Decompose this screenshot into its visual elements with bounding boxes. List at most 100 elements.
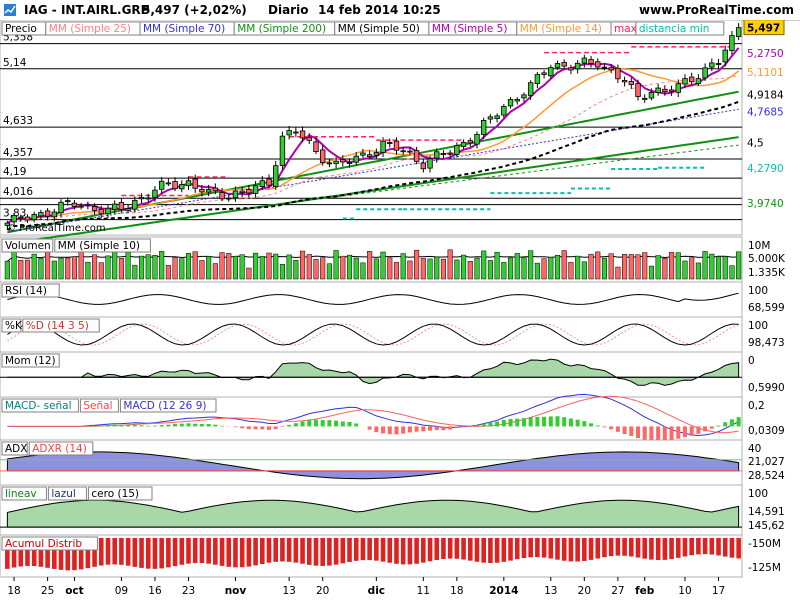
- candle[interactable]: [192, 178, 198, 189]
- candle[interactable]: [199, 189, 205, 193]
- volume-bar[interactable]: [31, 253, 37, 280]
- candle[interactable]: [635, 83, 641, 97]
- candle[interactable]: [393, 140, 400, 151]
- volume-bar[interactable]: [682, 260, 688, 280]
- candle[interactable]: [266, 178, 272, 186]
- candle[interactable]: [480, 120, 487, 135]
- candle[interactable]: [185, 180, 192, 187]
- volume-bar[interactable]: [239, 254, 245, 280]
- candle[interactable]: [554, 63, 561, 68]
- volume-bar[interactable]: [662, 258, 668, 280]
- candle[interactable]: [346, 162, 353, 164]
- volume-bar[interactable]: [98, 262, 104, 280]
- volume-bar[interactable]: [461, 254, 467, 280]
- volume-bar[interactable]: [45, 249, 51, 280]
- volume-bar[interactable]: [434, 256, 440, 280]
- candle[interactable]: [715, 62, 722, 65]
- volume-bar[interactable]: [273, 253, 279, 280]
- candle[interactable]: [568, 67, 574, 71]
- volume-bar[interactable]: [253, 252, 259, 280]
- volume-bar[interactable]: [588, 253, 594, 280]
- volume-bar[interactable]: [548, 256, 554, 280]
- volume-bar[interactable]: [232, 255, 239, 280]
- candle[interactable]: [306, 137, 312, 141]
- candle[interactable]: [400, 150, 406, 153]
- candle[interactable]: [695, 78, 702, 84]
- volume-bar[interactable]: [568, 262, 574, 280]
- candle[interactable]: [702, 67, 708, 79]
- volume-bar[interactable]: [293, 259, 299, 280]
- candle[interactable]: [574, 62, 581, 70]
- candle[interactable]: [501, 106, 507, 116]
- candle[interactable]: [440, 153, 447, 155]
- volume-bar[interactable]: [736, 251, 742, 280]
- volume-bar[interactable]: [722, 256, 728, 280]
- candle[interactable]: [232, 190, 239, 199]
- candle[interactable]: [105, 207, 111, 215]
- volume-bar[interactable]: [534, 262, 540, 280]
- candle[interactable]: [434, 151, 440, 159]
- candle[interactable]: [31, 214, 37, 221]
- candle[interactable]: [286, 130, 292, 136]
- volume-bar[interactable]: [300, 250, 306, 280]
- volume-bar[interactable]: [702, 251, 708, 280]
- candle[interactable]: [333, 160, 339, 164]
- candle[interactable]: [172, 181, 178, 190]
- volume-bar[interactable]: [380, 251, 386, 280]
- candle[interactable]: [628, 81, 634, 85]
- candle[interactable]: [420, 162, 427, 170]
- candle[interactable]: [319, 149, 326, 163]
- volume-bar[interactable]: [420, 258, 426, 280]
- volume-bar[interactable]: [514, 253, 520, 280]
- volume-bar[interactable]: [326, 263, 332, 280]
- volume-bar[interactable]: [474, 257, 480, 280]
- candle[interactable]: [246, 189, 252, 194]
- candle[interactable]: [407, 150, 413, 153]
- candle[interactable]: [682, 78, 688, 85]
- candle[interactable]: [467, 140, 473, 144]
- candle[interactable]: [299, 130, 306, 139]
- candle[interactable]: [662, 88, 668, 93]
- stoch-panel[interactable]: [0, 316, 743, 353]
- candle[interactable]: [112, 203, 118, 211]
- candle[interactable]: [259, 180, 265, 188]
- volume-bar[interactable]: [279, 264, 285, 280]
- candle[interactable]: [373, 152, 380, 156]
- volume-bar[interactable]: [642, 252, 648, 280]
- volume-bar[interactable]: [507, 257, 514, 280]
- volume-bar[interactable]: [501, 262, 507, 280]
- candle[interactable]: [366, 154, 373, 157]
- candle[interactable]: [152, 189, 158, 198]
- candle[interactable]: [548, 67, 554, 77]
- candle[interactable]: [340, 159, 346, 163]
- volume-bar[interactable]: [219, 252, 225, 280]
- candle[interactable]: [65, 200, 71, 203]
- volume-bar[interactable]: [159, 251, 165, 280]
- candle[interactable]: [226, 197, 232, 200]
- candle[interactable]: [98, 208, 104, 215]
- volume-bar[interactable]: [407, 260, 413, 280]
- volume-bar[interactable]: [440, 258, 446, 280]
- volume-bar[interactable]: [575, 255, 581, 280]
- candle[interactable]: [688, 76, 695, 83]
- volume-bar[interactable]: [4, 260, 10, 280]
- candle[interactable]: [205, 188, 212, 193]
- candle[interactable]: [387, 142, 393, 144]
- volume-bar[interactable]: [152, 254, 158, 280]
- candle[interactable]: [279, 135, 286, 166]
- volume-bar[interactable]: [165, 265, 171, 280]
- candle[interactable]: [621, 79, 628, 83]
- volume-bar[interactable]: [454, 259, 460, 280]
- volume-bar[interactable]: [71, 256, 77, 280]
- volume-bar[interactable]: [608, 253, 614, 280]
- volume-bar[interactable]: [24, 259, 31, 280]
- volume-bar[interactable]: [92, 254, 98, 280]
- candle[interactable]: [118, 201, 125, 210]
- candle[interactable]: [58, 201, 64, 214]
- volume-bar[interactable]: [521, 257, 527, 280]
- volume-bar[interactable]: [729, 265, 735, 280]
- volume-bar[interactable]: [185, 253, 192, 280]
- volume-bar[interactable]: [118, 258, 124, 280]
- candle[interactable]: [273, 165, 279, 188]
